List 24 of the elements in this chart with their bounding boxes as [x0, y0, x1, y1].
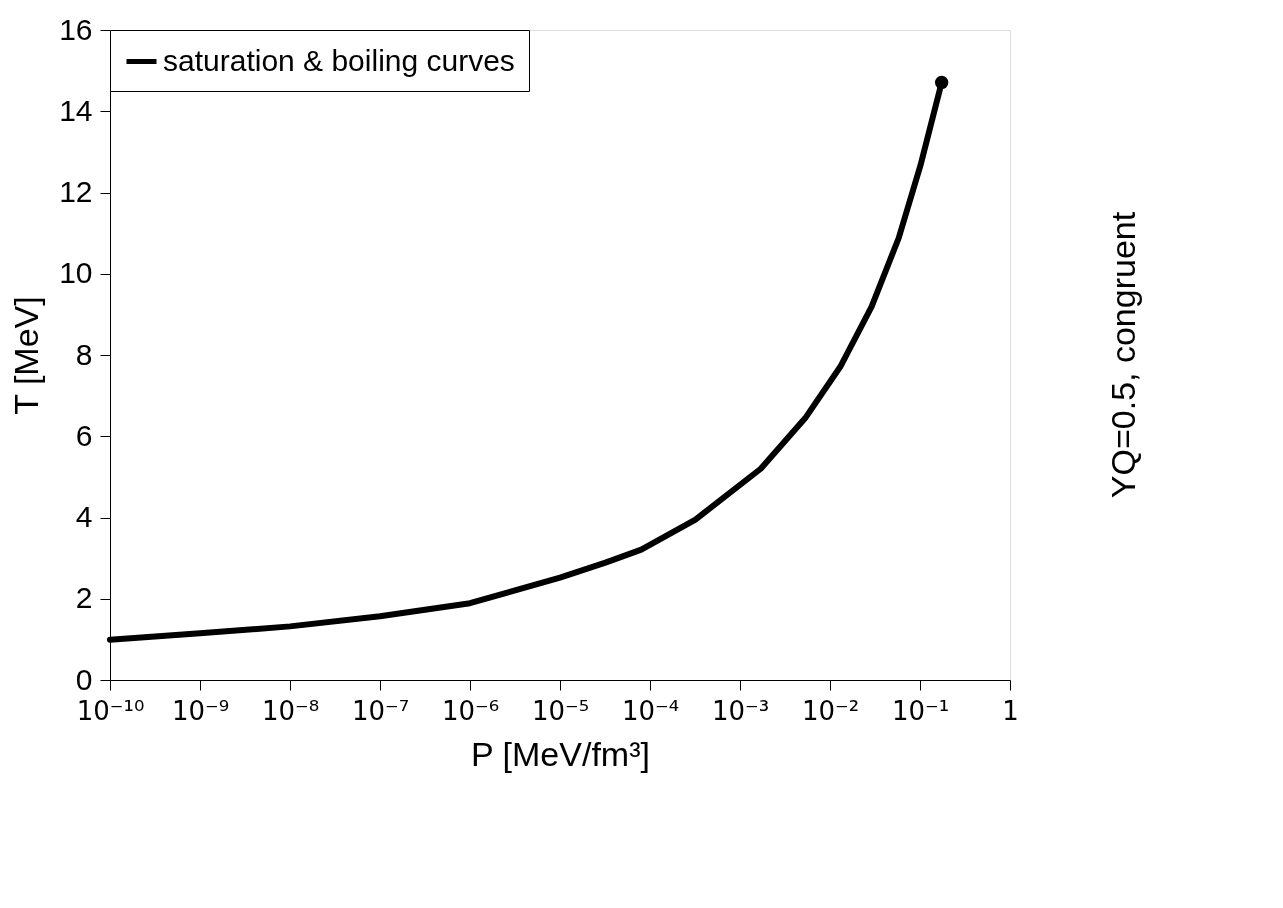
y-tick-label: 14	[59, 93, 93, 127]
x-tick-label: 10⁻⁸	[261, 695, 320, 726]
x-tick-label: 10⁻²	[801, 695, 860, 726]
x-tick-label: 10⁻⁹	[171, 695, 230, 726]
y-axis-title: T [MeV]	[7, 296, 46, 415]
x-tick-label: 10⁻⁷	[351, 695, 410, 726]
x-tick-label: 10⁻¹⁰	[76, 695, 145, 726]
x-tick-label: 10⁻⁶	[441, 695, 500, 726]
text: YQ=0.5, congruent	[1104, 211, 1142, 499]
x-tick-label: 10⁻⁴	[621, 695, 680, 726]
x-tick-label: 10⁻⁵	[531, 695, 590, 726]
y-tick-label: 6	[75, 418, 93, 452]
x-axis-title: P [MeV/fm³]	[471, 734, 650, 773]
x-tick-label: 1	[1002, 695, 1019, 726]
y-tick-label: 10	[59, 256, 93, 290]
x-tick-label: 10⁻¹	[891, 695, 950, 726]
y-tick-label: 4	[75, 500, 93, 533]
y-tick-label: 12	[59, 175, 93, 208]
y-tick-label: 16	[59, 12, 93, 46]
y-tick-label: 2	[75, 581, 93, 615]
legend-label: saturation & boiling curves	[163, 43, 515, 77]
y-tick-label: 0	[75, 662, 93, 696]
x-tick-label: 10⁻³	[711, 695, 770, 726]
y-tick-label: 8	[75, 337, 93, 371]
